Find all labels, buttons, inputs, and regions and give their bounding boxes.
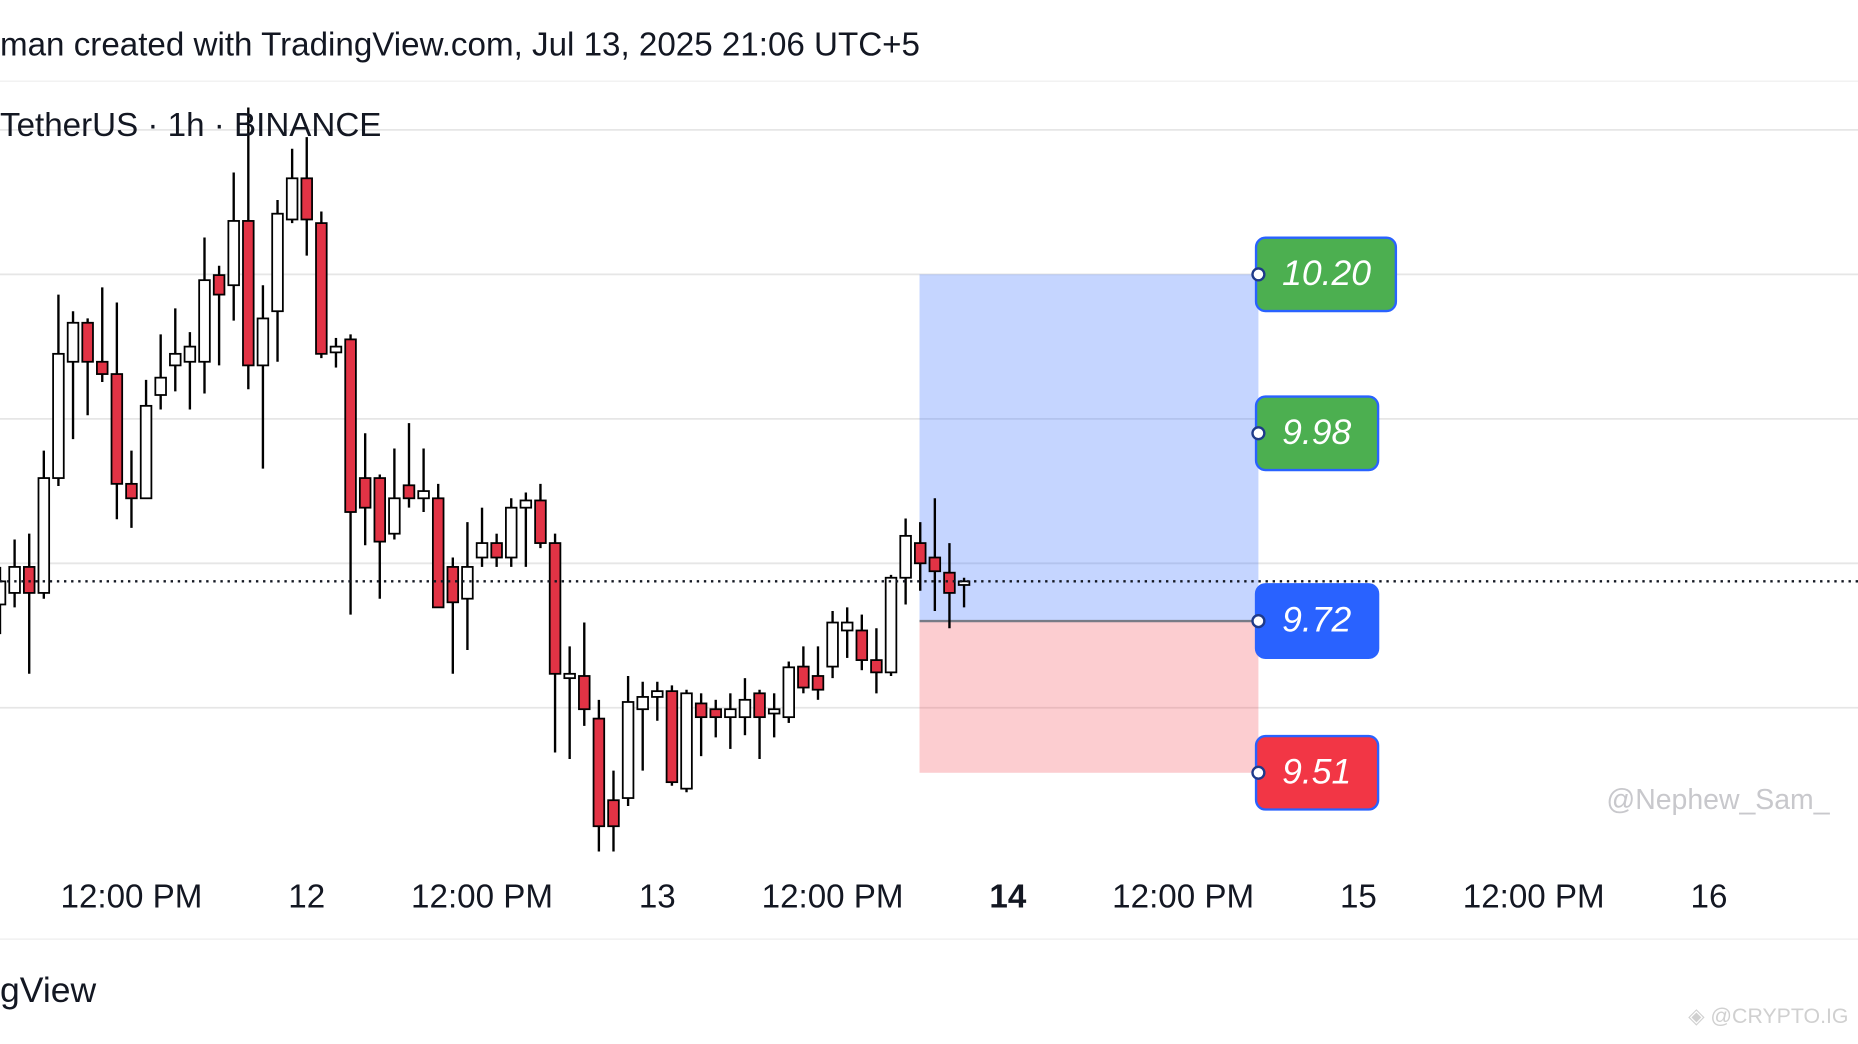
candle-body: [899, 534, 912, 579]
candle-body: [738, 698, 752, 719]
candle-body: [52, 352, 65, 479]
candle-body: [621, 701, 635, 799]
candle-body: [125, 482, 138, 500]
candle-body: [66, 321, 80, 363]
x-tick-label: 16: [1691, 879, 1728, 916]
x-tick-label: 12:00 PM: [1463, 879, 1605, 916]
x-tick-label: 12:00 PM: [1112, 879, 1254, 916]
loss-zone: [919, 621, 1259, 773]
candle-body: [402, 484, 416, 500]
candle-body: [227, 220, 240, 287]
candle-body: [694, 702, 708, 719]
candle-body: [110, 373, 124, 485]
corner-watermark: ◈ @CRYPTO.IG: [1688, 1004, 1848, 1028]
candle-body: [285, 177, 299, 221]
candle-body: [461, 566, 474, 600]
footer-brand: gView: [0, 970, 96, 1010]
candle-body: [446, 566, 460, 604]
candle-body: [578, 675, 591, 711]
candle-body: [607, 799, 620, 828]
candle-body: [0, 580, 7, 606]
candle-body: [183, 345, 197, 363]
candle-body: [957, 580, 971, 586]
level-handle: [1251, 613, 1266, 629]
candle-body: [212, 274, 226, 296]
candle-body: [169, 352, 182, 367]
candle-body: [636, 696, 649, 711]
x-tick-label: 15: [1340, 879, 1377, 916]
candle-body: [840, 621, 854, 632]
candle-body: [8, 566, 21, 594]
level-handle: [1251, 426, 1266, 441]
candle-body: [826, 621, 839, 668]
candle-body: [139, 404, 153, 500]
candle-body: [548, 542, 562, 675]
candle-body: [373, 477, 387, 543]
candle-body: [534, 499, 547, 544]
candle-body: [271, 212, 284, 313]
candle-body: [592, 717, 606, 828]
candle-body: [943, 571, 956, 594]
overlay: 12:00 PM 12 12:00 PM 13 12:00 PM 14 12:00 PM 15…: [0, 236, 1858, 916]
x-tick-label: 12: [288, 879, 325, 916]
candles: [0, 107, 971, 852]
profit-zone: [919, 274, 1259, 622]
candle-body: [37, 477, 51, 594]
candle-body: [22, 566, 36, 594]
candle-body: [358, 477, 372, 509]
candle-body: [505, 506, 518, 559]
candle-body: [300, 177, 313, 221]
candle-body: [256, 317, 270, 367]
candle-body: [519, 499, 533, 509]
watermark: @Nephew_Sam_: [1606, 784, 1830, 816]
level-label: 10.20: [1282, 253, 1371, 293]
candle-body: [709, 708, 722, 719]
x-tick-label: 12:00 PM: [61, 879, 203, 916]
x-tick-label: 13: [639, 879, 676, 916]
candle-body: [417, 490, 430, 500]
level-label: 9.72: [1282, 600, 1351, 640]
candle-body: [914, 542, 927, 565]
x-tick-label: 12:00 PM: [411, 879, 553, 916]
candle-body: [782, 666, 795, 719]
candle-body: [344, 338, 357, 513]
candle-body: [870, 659, 883, 674]
candle-body: [928, 556, 942, 573]
candle-body: [490, 542, 503, 559]
candle-body: [329, 345, 343, 354]
header-title: man created with TradingView.com, Jul 13…: [0, 27, 920, 64]
candle-body: [855, 629, 869, 661]
candle-body: [96, 360, 109, 375]
candle-body: [81, 321, 94, 363]
candle-body: [665, 690, 679, 784]
x-tick-label: 12:00 PM: [762, 879, 904, 916]
level-handle: [1251, 267, 1266, 282]
candle-body: [475, 542, 489, 559]
candle-body: [651, 690, 664, 698]
symbol-title: TetherUS · 1h · BINANCE: [0, 107, 381, 144]
candle-body: [431, 497, 445, 609]
candle-body: [563, 672, 576, 680]
x-tick-label: 14: [989, 879, 1026, 916]
candle-body: [154, 376, 167, 396]
candle-body: [198, 279, 211, 363]
candle-body: [753, 692, 766, 719]
level-label: 9.51: [1282, 751, 1351, 791]
candle-body: [884, 576, 898, 674]
candle-body: [797, 665, 810, 689]
candle-body: [680, 692, 693, 790]
candle-body: [724, 708, 737, 719]
candle-body: [315, 222, 328, 355]
candle-body: [388, 497, 401, 535]
position-tool: [919, 274, 1259, 773]
candle-body: [242, 220, 255, 367]
candle-body: [811, 675, 825, 691]
level-handle: [1251, 765, 1266, 780]
level-label: 9.98: [1282, 412, 1351, 452]
candle-body: [767, 708, 781, 715]
